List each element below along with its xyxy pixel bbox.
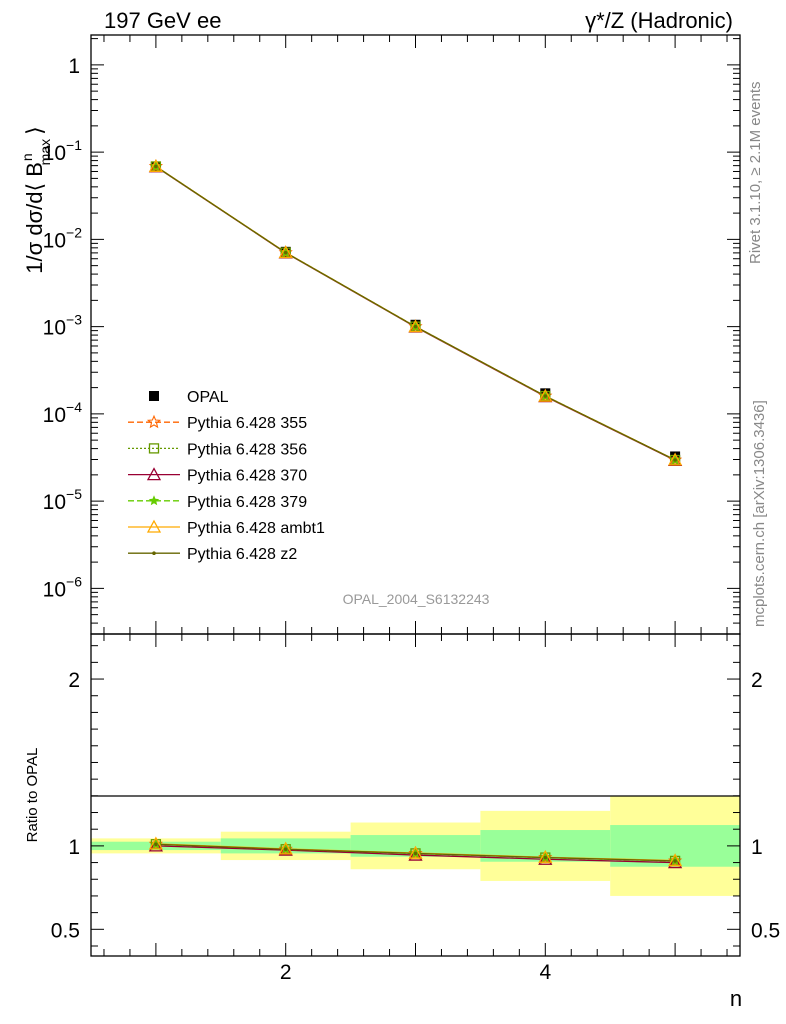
main-ylabel-end: ⟩ [22, 126, 47, 135]
main-ylabel-sup: n [19, 153, 35, 161]
ratio-point-z2-1 [154, 842, 158, 847]
legend-marker-ambt1 [146, 519, 162, 533]
ratio-point-ambt1-5 [668, 853, 683, 867]
main-ytick-base: 10 [43, 404, 66, 427]
ratio-point-ambt1-4 [538, 849, 553, 863]
ratio-ytick-label-right: 2 [751, 669, 763, 692]
main-ytick-exp: −4 [66, 399, 82, 415]
legend-marker-p356 [148, 443, 160, 454]
point-ambt1-3 [408, 319, 423, 333]
point-z2-5 [673, 458, 677, 462]
ratio-point-ambt1-3 [408, 845, 423, 859]
main-panel: 110−110−210−310−410−510−6 OPAL_2004_S613… [19, 34, 741, 635]
main-ytick-exp: −3 [66, 312, 82, 328]
ratio-point-z2-5 [673, 859, 677, 863]
ratio-point-z2-2 [283, 847, 288, 852]
ratio-ytick-label-left: 0.5 [51, 919, 80, 942]
header-left: 197 GeV ee [104, 8, 221, 33]
ratio-frame [90, 633, 741, 957]
main-ylabel-sub: max [37, 139, 53, 165]
ratio-point-z2-3 [413, 851, 418, 856]
main-ytick-base: 10 [43, 142, 66, 165]
main-ytick-exp: −6 [66, 573, 82, 589]
point-z2-1 [154, 164, 158, 169]
legend-label-data: OPAL [187, 389, 229, 406]
main-ytick-label: 10−5 [43, 486, 83, 514]
x-tick-label: 4 [539, 961, 551, 984]
main-ytick-base: 10 [43, 578, 66, 601]
point-ambt1-4 [538, 388, 553, 402]
ratio-ytick-label-left: 1 [68, 836, 80, 859]
legend-label-p379: Pythia 6.428 379 [187, 494, 307, 511]
ratio-ytick-label-left: 2 [68, 669, 80, 692]
ratio-panel: 0.5 0.5 1 1 2 2 2 4 Ratio to OPAL n [24, 633, 780, 1011]
main-ytick-exp: −5 [66, 486, 82, 502]
main-ytick-label: 10−1 [43, 137, 83, 165]
ratio-y-axis-label: Ratio to OPAL [24, 748, 41, 843]
legend-label-p355: Pythia 6.428 355 [187, 415, 307, 432]
legend-label-p356: Pythia 6.428 356 [187, 441, 307, 458]
point-ambt1-2 [278, 245, 293, 259]
main-ytick-label: 10−2 [43, 224, 83, 252]
point-ambt1-5 [668, 452, 683, 466]
ratio-point-p370-4 [538, 851, 553, 865]
point-z2-2 [283, 250, 288, 255]
ratio-point-p370-1 [148, 838, 163, 852]
main-ytick-base: 10 [43, 317, 66, 340]
ratio-point-z2-4 [543, 855, 548, 860]
rivet-label: Rivet 3.1.10, ≥ 2.1M events [747, 82, 764, 265]
legend-label-z2: Pythia 6.428 z2 [187, 546, 297, 563]
legend-label-ambt1: Pythia 6.428 ambt1 [187, 520, 325, 537]
legend-marker-p355 [146, 414, 162, 429]
legend-marker-z2 [152, 551, 156, 555]
ratio-point-p370-3 [408, 847, 423, 861]
main-ytick-label: 1 [68, 55, 80, 78]
ratio-point-ambt1-2 [278, 841, 293, 855]
main-ytick-label: 10−3 [43, 312, 83, 340]
legend: OPAL Pythia 6.428 355 Pythia 6.428 356 Pyth… [128, 389, 325, 563]
main-ytick-label: 10−4 [43, 399, 83, 427]
legend-marker-p370 [146, 467, 162, 481]
point-z2-3 [413, 324, 418, 329]
x-axis-label: n [730, 986, 742, 1011]
header-right: γ*/Z (Hadronic) [585, 8, 733, 33]
main-frame [90, 34, 741, 635]
legend-label-p370: Pythia 6.428 370 [187, 468, 307, 485]
ratio-ytick-label-right: 0.5 [751, 919, 780, 942]
ratio-point-ambt1-1 [148, 836, 163, 850]
x-tick-label: 2 [280, 961, 292, 984]
main-ytick-base: 10 [43, 491, 66, 514]
main-y-axis-label: 1/σ dσ/d⟨ Bn max ⟩ [19, 126, 53, 273]
main-ytick-exp: −2 [66, 224, 82, 240]
ratio-ytick-label-right: 1 [751, 836, 763, 859]
main-ytick-base: 10 [43, 229, 66, 252]
legend-marker-data [149, 391, 159, 401]
main-ylabel-text: 1/σ dσ/d⟨ B [22, 162, 47, 274]
point-ambt1-1 [148, 158, 163, 172]
point-z2-4 [543, 394, 548, 398]
main-ytick-exp: −1 [66, 137, 82, 153]
legend-marker-p379 [148, 495, 160, 506]
watermark: OPAL_2004_S6132243 [343, 591, 490, 607]
mcplots-label: mcplots.cern.ch [arXiv:1306.3436] [751, 400, 768, 627]
ratio-point-p370-5 [668, 855, 683, 869]
main-ytick-label: 10−6 [43, 573, 83, 601]
